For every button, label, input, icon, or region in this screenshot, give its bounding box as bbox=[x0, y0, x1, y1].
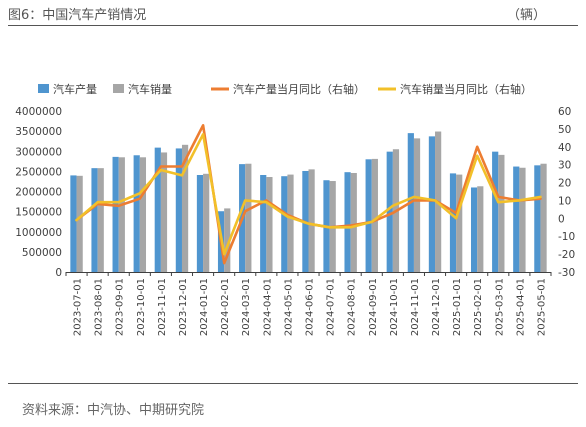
left-tick-label: 1500000 bbox=[15, 207, 62, 219]
bar-sales bbox=[287, 174, 294, 272]
x-tick-label: 2024-11-01 bbox=[410, 278, 421, 336]
bar-production bbox=[513, 166, 520, 272]
x-tick-label: 2025-01-01 bbox=[452, 278, 463, 336]
bar-sales bbox=[245, 163, 252, 272]
x-tick-label: 2024-10-01 bbox=[389, 278, 400, 336]
bar-sales bbox=[540, 163, 547, 272]
bar-sales bbox=[350, 172, 357, 272]
bar-sales bbox=[76, 175, 83, 272]
x-tick-label: 2024-09-01 bbox=[368, 278, 379, 336]
bar-production bbox=[154, 147, 161, 272]
legend: 汽车产量 汽车销量 汽车产量当月同比（右轴） 汽车销量当月同比（右轴） bbox=[38, 82, 532, 96]
x-tick-label: 2024-08-01 bbox=[347, 278, 358, 336]
bar-production bbox=[344, 172, 351, 272]
bar-sales bbox=[477, 186, 484, 272]
bar-production bbox=[428, 136, 436, 272]
bar-production bbox=[281, 176, 288, 272]
bar-sales bbox=[97, 168, 104, 272]
x-tick-label: 2023-07-01 bbox=[73, 278, 84, 336]
line-series-group bbox=[75, 124, 542, 265]
bar-sales bbox=[118, 157, 125, 272]
x-tick-label: 2024-01-01 bbox=[199, 278, 210, 336]
bar-sales bbox=[371, 158, 378, 272]
legend-label: 汽车销量 bbox=[128, 82, 172, 96]
top-rule bbox=[8, 25, 578, 26]
right-tick-label: 20 bbox=[558, 178, 571, 190]
right-tick-label: 60 bbox=[558, 106, 571, 118]
bar-production bbox=[196, 174, 204, 272]
right-tick-label: -20 bbox=[558, 249, 575, 261]
bar-sales bbox=[139, 157, 147, 272]
bar-production bbox=[91, 168, 98, 272]
legend-swatch bbox=[38, 84, 49, 93]
x-tick-label: 2024-03-01 bbox=[241, 278, 252, 336]
bar-sales bbox=[519, 167, 526, 272]
right-tick-label: 50 bbox=[558, 124, 571, 136]
bar-production bbox=[70, 175, 77, 272]
x-tick-label: 2024-05-01 bbox=[283, 278, 294, 336]
source-note: 资料来源：中汽协、中期研究院 bbox=[22, 403, 205, 418]
bar-sales bbox=[308, 169, 315, 272]
x-tick-label: 2024-02-01 bbox=[220, 278, 231, 336]
left-tick-label: 2500000 bbox=[15, 166, 62, 178]
unit-label: （辆） bbox=[506, 8, 546, 23]
figure-title: 图6：中国汽车产销情况 bbox=[8, 8, 147, 23]
x-tick-label: 2023-12-01 bbox=[178, 278, 189, 336]
left-tick-label: 3000000 bbox=[15, 146, 62, 158]
legend-label: 汽车产量 bbox=[53, 82, 97, 96]
bar-production bbox=[260, 174, 267, 272]
right-tick-label: -10 bbox=[558, 231, 575, 243]
x-tick-label: 2025-02-01 bbox=[473, 278, 484, 336]
bar-production bbox=[386, 151, 393, 272]
left-tick-label: 0 bbox=[55, 267, 62, 279]
right-tick-label: 40 bbox=[558, 142, 571, 154]
x-tick-label: 2024-12-01 bbox=[431, 278, 442, 336]
bar-production bbox=[365, 159, 372, 272]
x-tick-label: 2025-03-01 bbox=[494, 278, 505, 336]
left-tick-label: 1000000 bbox=[15, 227, 62, 239]
legend-label: 汽车产量当月同比（右轴） bbox=[233, 82, 365, 96]
left-tick-label: 4000000 bbox=[15, 106, 62, 118]
bar-production bbox=[133, 155, 140, 272]
bar-sales bbox=[498, 154, 505, 272]
bar-sales bbox=[203, 173, 210, 272]
left-tick-label: 500000 bbox=[22, 247, 62, 259]
x-tick-label: 2023-09-01 bbox=[115, 278, 126, 336]
right-tick-label: 0 bbox=[558, 213, 565, 225]
right-tick-label: 10 bbox=[558, 195, 571, 207]
x-tick-label: 2023-08-01 bbox=[94, 278, 105, 336]
x-tick-label: 2023-10-01 bbox=[136, 278, 147, 336]
bar-production bbox=[112, 156, 119, 272]
left-axis: 0 500000 1000000 1500000 2000000 2500000 30000… bbox=[15, 106, 62, 279]
bottom-rule bbox=[8, 383, 578, 384]
bar-production bbox=[449, 173, 457, 272]
bar-production bbox=[534, 165, 541, 272]
x-tick-label: 2024-07-01 bbox=[326, 278, 337, 336]
legend-label: 汽车销量当月同比（右轴） bbox=[400, 82, 532, 96]
right-axis: -30 -20 -10 0 10 20 30 40 50 60 bbox=[558, 106, 575, 279]
left-tick-label: 2000000 bbox=[15, 187, 62, 199]
x-tick-label: 2025-04-01 bbox=[515, 278, 526, 336]
bar-sales bbox=[224, 208, 231, 272]
left-tick-label: 3500000 bbox=[15, 126, 62, 138]
bar-production bbox=[470, 187, 478, 272]
x-tick-label: 2024-04-01 bbox=[262, 278, 273, 336]
x-tick-label: 2025-05-01 bbox=[536, 278, 547, 336]
legend-swatch bbox=[113, 84, 124, 93]
bar-sales bbox=[456, 174, 463, 272]
bar-production bbox=[492, 151, 499, 272]
bar-sales bbox=[413, 138, 421, 272]
bar-production bbox=[175, 148, 182, 272]
right-tick-label: 30 bbox=[558, 160, 571, 172]
x-tick-label: 2023-11-01 bbox=[157, 278, 168, 336]
bar-sales bbox=[266, 177, 273, 272]
sales-yoy-line bbox=[75, 133, 542, 256]
bar-sales bbox=[160, 152, 168, 272]
bar-sales bbox=[181, 144, 189, 272]
x-tick-label: 2024-06-01 bbox=[305, 278, 316, 336]
x-axis: 2023-07-01 2023-08-01 2023-09-01 2023-10-01… bbox=[65, 272, 552, 336]
right-tick-label: -30 bbox=[558, 267, 575, 279]
